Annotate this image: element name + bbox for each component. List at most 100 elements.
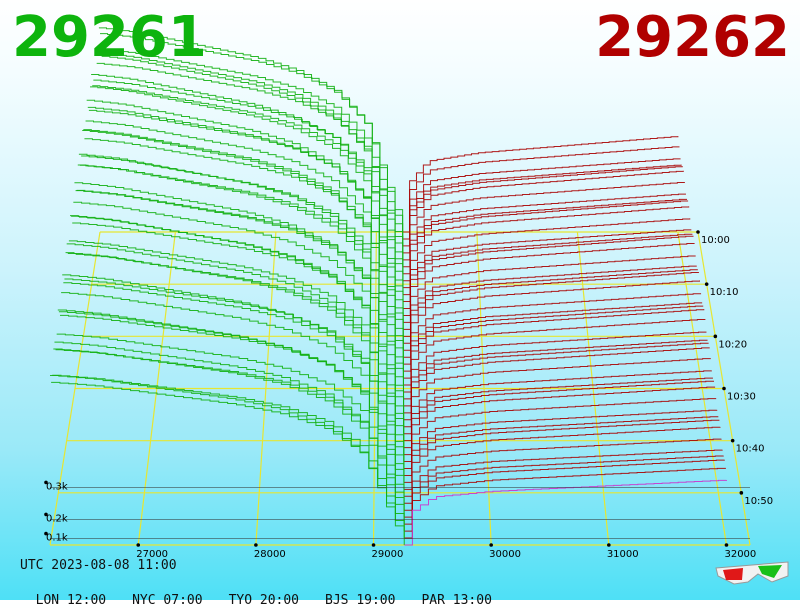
price-grid-line <box>255 231 277 546</box>
city-time-lon: LON 12:00 <box>35 593 107 608</box>
ask-price: 29262 <box>595 5 790 70</box>
ask-depth-line <box>403 309 705 400</box>
price-tick-label: 32000 <box>724 549 756 560</box>
bid-depth-line <box>72 222 405 406</box>
bid-depth-line <box>100 33 404 232</box>
bid-depth-line <box>57 309 405 497</box>
depth-tick-marker <box>44 531 48 536</box>
bid-depth-line <box>58 311 405 490</box>
bid-depth-line <box>52 374 405 532</box>
bid-depth-line <box>83 129 404 337</box>
time-tick-label: 10:10 <box>710 287 739 298</box>
price-tick-marker <box>489 543 493 547</box>
utc-time: UTC 2023-08-08 11:00 <box>20 558 177 573</box>
ask-depth-line <box>403 235 694 330</box>
ask-depth-line <box>403 293 702 379</box>
ask-depth-line <box>404 449 723 518</box>
price-tick-marker <box>607 543 611 547</box>
floor-edge-line <box>49 231 101 546</box>
bid-depth-line <box>73 201 404 399</box>
ask-depth-line <box>402 146 680 240</box>
ask-depth-line <box>403 370 712 449</box>
bid-depth-line <box>86 99 404 316</box>
bid-depth-line <box>74 182 404 392</box>
ask-depth-line <box>404 409 718 483</box>
ask-depth-line <box>402 166 683 261</box>
bid-depth-line <box>75 190 404 386</box>
ask-depth-line <box>403 347 710 435</box>
bid-depth-line <box>64 278 405 455</box>
ask-depth-line <box>403 269 698 358</box>
price-tick-label: 30000 <box>489 549 521 560</box>
price-tick-marker <box>371 543 376 547</box>
bid-depth-line <box>92 85 404 281</box>
ask-depth-line <box>403 206 690 303</box>
price-tick-label: 31000 <box>607 549 639 560</box>
ask-depth-line <box>403 271 699 365</box>
bid-depth-line <box>95 52 404 260</box>
price-tick-marker <box>136 543 141 547</box>
bid-depth-line <box>54 341 405 518</box>
depth-tick-marker <box>44 480 48 485</box>
ask-depth-line <box>402 164 682 254</box>
ask-depth-line <box>404 459 725 532</box>
bid-depth-line <box>78 153 404 365</box>
city-time-tyo: TYO 20:00 <box>228 593 300 608</box>
ask-depth-line <box>404 426 721 504</box>
bid-depth-line <box>94 54 404 267</box>
bid-depth-line <box>63 282 405 462</box>
depth-tick-label: 0.3k <box>46 481 68 492</box>
ask-depth-line <box>403 255 696 344</box>
depth-tick-marker <box>44 512 48 517</box>
ask-depth-line <box>403 280 700 372</box>
ask-depth-line <box>404 416 719 490</box>
city-times: LON 12:00 NYC 07:00 TYO 20:00 BJS 19:00 PAR … <box>20 578 518 608</box>
time-tick-marker <box>704 282 709 286</box>
ask-depth-line <box>403 265 697 351</box>
ask-depth-line <box>403 377 713 456</box>
3d-glasses-icon[interactable] <box>712 558 792 588</box>
bid-depth-line <box>90 86 404 295</box>
ask-depth-line <box>402 158 681 247</box>
price-tick-label: 27000 <box>136 549 168 560</box>
time-tick-label: 10:20 <box>718 339 747 350</box>
ask-depth-line <box>403 233 693 323</box>
city-time-nyc: NYC 07:00 <box>132 593 203 608</box>
ask-depth-line <box>403 302 703 386</box>
ask-depth-line <box>402 170 684 268</box>
price-grid-line <box>372 231 377 546</box>
time-tick-marker <box>713 334 718 339</box>
time-tick-marker <box>696 230 700 234</box>
ask-depth-line <box>403 318 706 407</box>
bid-depth-line <box>53 348 405 525</box>
ask-depth-line <box>403 342 709 428</box>
depth-tick-label: 0.1k <box>46 533 68 544</box>
ask-depth-line <box>403 305 704 393</box>
bid-depth-line <box>50 374 405 545</box>
bid-depth-line <box>81 155 404 351</box>
ask-depth-line <box>403 380 715 463</box>
bid-depth-line <box>55 349 405 511</box>
price-tick-label: 28000 <box>254 549 286 560</box>
city-time-par: PAR 13:00 <box>421 593 492 608</box>
time-tick-label: 10:30 <box>727 392 756 403</box>
time-tick-label: 10:50 <box>744 496 773 507</box>
bid-depth-line <box>87 106 404 309</box>
price-tick-marker <box>254 543 258 547</box>
ask-depth-line <box>403 358 711 442</box>
ask-depth-line <box>404 479 727 546</box>
bid-depth-line <box>82 130 404 344</box>
bid-depth-line <box>77 164 404 372</box>
ask-depth-line <box>403 243 695 337</box>
price-tick-label: 29000 <box>372 549 404 560</box>
bid-depth-line <box>93 79 404 274</box>
bid-depth-line <box>68 240 405 427</box>
bid-depth-line <box>88 109 404 302</box>
ask-depth-line <box>403 200 689 296</box>
bid-depth-line <box>97 48 404 246</box>
ask-depth-line <box>404 419 720 497</box>
ask-depth-line <box>403 386 716 469</box>
time-tick-marker <box>722 386 726 391</box>
ask-depth-line <box>404 467 726 539</box>
